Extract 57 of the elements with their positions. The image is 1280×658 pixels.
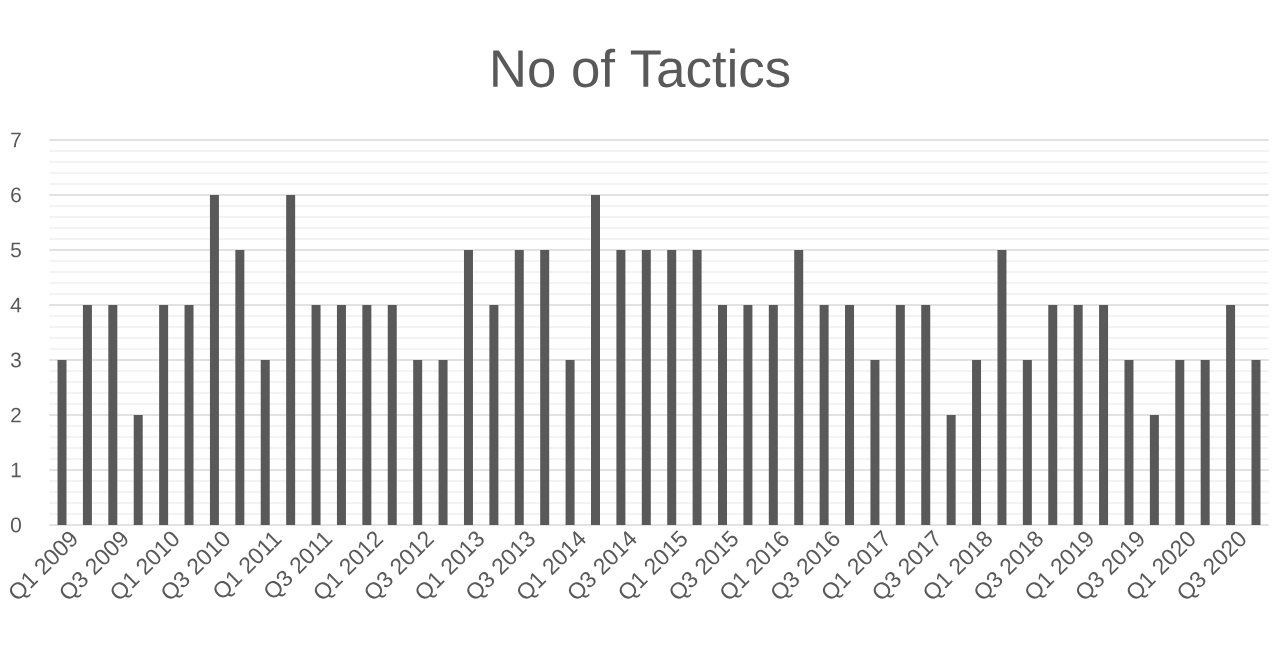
bar xyxy=(1226,304,1236,525)
y-tick-label: 4 xyxy=(10,297,22,313)
bar xyxy=(819,304,829,525)
bar xyxy=(57,359,67,525)
bar xyxy=(768,304,778,525)
bar xyxy=(870,359,880,525)
bar xyxy=(209,194,219,525)
bar xyxy=(692,249,702,525)
bar xyxy=(108,304,118,525)
bar xyxy=(133,414,143,525)
bar xyxy=(1048,304,1058,525)
bar xyxy=(667,249,677,525)
bar xyxy=(235,249,245,525)
bar xyxy=(1149,414,1159,525)
y-tick-label: 1 xyxy=(11,462,21,478)
bar xyxy=(184,304,194,525)
bar xyxy=(845,304,855,525)
y-tick-label: 5 xyxy=(11,242,21,258)
bar xyxy=(743,304,753,525)
bar xyxy=(311,304,321,525)
y-tick-label: 7 xyxy=(11,132,21,148)
bar xyxy=(997,249,1007,525)
y-tick-label: 0 xyxy=(10,517,21,533)
bar xyxy=(590,194,600,525)
bar xyxy=(159,304,169,525)
bar xyxy=(362,304,372,525)
y-tick-label: 2 xyxy=(11,407,21,423)
y-tick-label: 3 xyxy=(10,352,21,368)
bar xyxy=(540,249,550,525)
bar xyxy=(489,304,499,525)
bar xyxy=(438,359,448,525)
bar xyxy=(260,359,270,525)
bar xyxy=(286,194,296,525)
bar xyxy=(1124,359,1134,525)
bar xyxy=(641,249,651,525)
bar xyxy=(895,304,905,525)
bar xyxy=(1022,359,1032,525)
y-tick-label: 6 xyxy=(11,187,21,203)
bar xyxy=(1251,359,1261,525)
bar xyxy=(972,359,982,525)
bar xyxy=(514,249,524,525)
bar xyxy=(463,249,473,525)
bar xyxy=(718,304,728,525)
chart-title: No of Tactics xyxy=(493,48,790,88)
bar xyxy=(413,359,423,525)
bar xyxy=(794,249,804,525)
bar xyxy=(946,414,956,525)
bar xyxy=(616,249,626,525)
bar xyxy=(1175,359,1185,525)
bar xyxy=(336,304,346,525)
bar xyxy=(565,359,575,525)
bar xyxy=(921,304,931,525)
bar xyxy=(1073,304,1083,525)
bar xyxy=(1099,304,1109,525)
bar xyxy=(387,304,397,525)
bar xyxy=(1200,359,1210,525)
bar xyxy=(82,304,92,525)
